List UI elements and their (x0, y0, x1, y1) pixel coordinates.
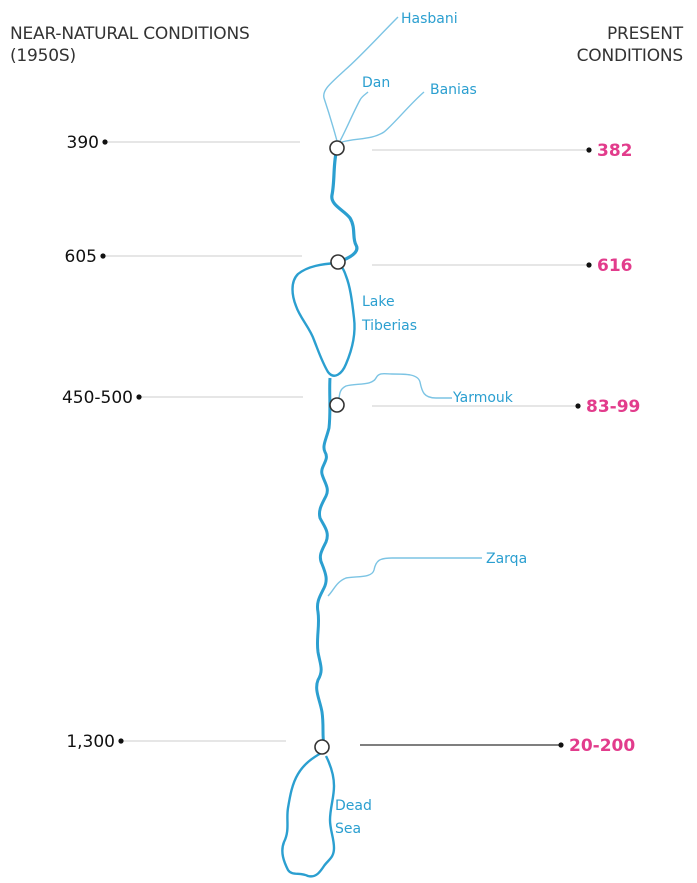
dan-tributary (339, 91, 369, 142)
right-leader-dot (558, 742, 564, 748)
station-circle-4 (314, 739, 330, 755)
present-value-2: 616 (597, 256, 633, 276)
yarmouk-tributary (337, 372, 452, 406)
near-natural-value-4: 1,300 (66, 732, 115, 752)
left-leader-dot (100, 253, 106, 259)
station-circle-2 (330, 254, 346, 270)
present-value-1: 382 (597, 141, 633, 161)
header-near-natural-line2: (1950S) (10, 46, 76, 66)
left-leader-dot (118, 738, 124, 744)
left-leader-dot (102, 139, 108, 145)
hasbani-tributary (323, 16, 399, 142)
dan-label: Dan (362, 75, 390, 91)
banias-tributary (341, 91, 425, 143)
hasbani-label: Hasbani (401, 11, 458, 27)
near-natural-value-3: 450-500 (62, 388, 133, 408)
dead-sea-outline (281, 750, 336, 878)
left-leader-dot (136, 394, 142, 400)
right-leader-dot (586, 262, 592, 268)
near-natural-value-1: 390 (67, 133, 99, 153)
lake-tiberias-label-line2: Tiberias (361, 318, 417, 334)
right-leader-dot (586, 147, 592, 153)
present-value-3: 83-99 (586, 397, 640, 417)
dead-sea-label-line1: Dead (335, 798, 372, 814)
lower-jordan-river (315, 377, 332, 746)
near-natural-value-2: 605 (65, 247, 97, 267)
header-near-natural-line1: NEAR-NATURAL CONDITIONS (10, 24, 250, 44)
header-near-natural: NEAR-NATURAL CONDITIONS (1950S) (10, 23, 250, 67)
lake-tiberias-label-line1: Lake (362, 294, 395, 310)
upper-jordan-river (330, 148, 359, 264)
yarmouk-label: Yarmouk (452, 390, 514, 406)
header-present: PRESENT CONDITIONS (576, 23, 684, 67)
header-present-line2: CONDITIONS (576, 46, 684, 66)
zarqa-label: Zarqa (486, 551, 527, 567)
station-circle-3 (329, 397, 345, 413)
header-present-line1: PRESENT (606, 24, 683, 44)
station-circle-1 (329, 140, 345, 156)
dead-sea-label-line2: Sea (335, 821, 361, 837)
banias-label: Banias (430, 82, 477, 98)
lake-tiberias-outline (291, 261, 356, 377)
right-leader-dot (575, 403, 581, 409)
present-value-4: 20-200 (569, 736, 635, 756)
zarqa-tributary (327, 557, 482, 597)
